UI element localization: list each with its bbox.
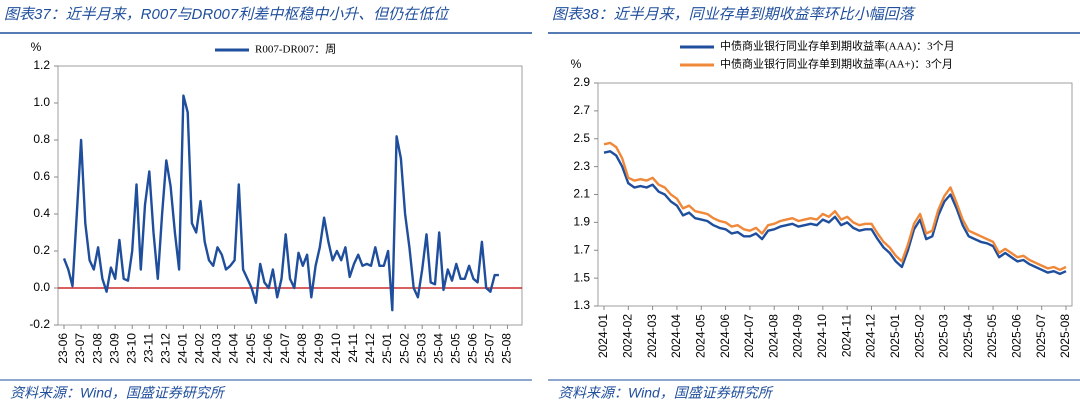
x-tick-label: 24-01: [176, 333, 190, 364]
y-tick-label: 1.5: [573, 270, 590, 284]
x-tick-label: 2025-05: [985, 314, 999, 358]
y-tick-label: 2.3: [573, 159, 590, 173]
x-tick-label: 24-06: [261, 333, 275, 364]
y-axis-label: %: [31, 40, 42, 54]
x-tick-label: 2025-08: [1058, 314, 1072, 358]
x-tick-label: 2024-01: [596, 314, 610, 358]
y-tick-label: 2.7: [573, 103, 590, 117]
x-tick-label: 2024-02: [620, 314, 634, 358]
x-tick-label: 23-12: [159, 333, 173, 364]
x-tick-label: 23-10: [124, 333, 138, 364]
x-tick-label: 25-04: [431, 333, 445, 364]
x-tick-label: 2025-06: [1010, 314, 1024, 358]
y-tick-label: 2.1: [573, 187, 590, 201]
x-tick-label: 23-08: [90, 333, 104, 364]
x-tick-label: 24-05: [244, 333, 258, 364]
plot-frame: [57, 65, 523, 326]
x-tick-label: 25-07: [483, 333, 497, 364]
y-tick-label: 0.0: [33, 280, 50, 294]
x-tick-label: 2024-08: [766, 314, 780, 358]
y-tick-label: 0.8: [33, 132, 50, 146]
x-tick-label: 24-07: [278, 333, 292, 364]
y-tick-label: -0.2: [29, 317, 50, 331]
series-line: [603, 141, 1067, 271]
source-note: 资料来源：Wind，国盛证券研究所: [10, 385, 226, 401]
x-tick-label: 25-05: [448, 333, 462, 364]
x-tick-label: 2025-01: [888, 314, 902, 358]
y-tick-label: 2.5: [573, 131, 590, 145]
legend-label: 中债商业银行同业存单到期收益率(AA+)：3个月: [720, 57, 953, 71]
x-tick-label: 2024-09: [791, 314, 805, 358]
x-tick-label: 25-03: [414, 333, 428, 364]
x-tick-label: 2024-04: [669, 314, 683, 358]
y-tick-label: 1.3: [573, 298, 590, 312]
x-tick-label: 2024-12: [864, 314, 878, 358]
series-line: [62, 94, 499, 312]
x-tick-label: 23-07: [73, 333, 87, 364]
x-tick-label: 24-12: [363, 333, 377, 364]
x-tick-label: 24-03: [210, 333, 224, 364]
x-tick-label: 2024-05: [693, 314, 707, 358]
x-tick-label: 24-02: [193, 333, 207, 364]
x-tick-label: 2024-10: [815, 314, 829, 358]
x-tick-label: 25-02: [397, 333, 411, 364]
x-tick-label: 2025-07: [1034, 314, 1048, 358]
chart-title: 图表37：近半月来，R007与DR007利差中枢稳中小升、但仍在低位: [4, 6, 450, 23]
x-tick-label: 25-06: [466, 333, 480, 364]
x-tick-label: 23-06: [56, 333, 70, 364]
source-note: 资料来源：Wind，国盛证券研究所: [558, 385, 774, 401]
x-tick-label: 23-11: [141, 333, 155, 363]
x-tick-label: 25-08: [500, 333, 514, 364]
x-tick-label: 2024-03: [645, 314, 659, 358]
legend-label: 中债商业银行同业存单到期收益率(AAA)：3个月: [720, 39, 955, 53]
x-tick-label: 24-10: [329, 333, 343, 364]
x-tick-label: 23-09: [107, 333, 121, 364]
y-tick-label: 1.7: [573, 242, 590, 256]
series-line: [603, 150, 1067, 276]
x-tick-label: 25-01: [380, 333, 394, 364]
y-tick-label: 1.2: [33, 58, 50, 72]
x-tick-label: 2025-04: [961, 314, 975, 358]
y-tick-label: 1.0: [33, 95, 50, 109]
x-tick-label: 24-09: [312, 333, 326, 364]
x-tick-label: 2025-02: [912, 314, 926, 358]
legend-label: R007-DR007：周: [255, 43, 336, 56]
plot-frame: [597, 82, 1073, 307]
y-axis-label: %: [571, 57, 582, 71]
x-tick-label: 2025-03: [937, 314, 951, 358]
y-tick-label: 0.6: [33, 169, 50, 183]
x-tick-label: 24-11: [346, 333, 360, 363]
x-tick-label: 2024-06: [718, 314, 732, 358]
chart-title: 图表38：近半月来，同业存单到期收益率环比小幅回落: [552, 6, 916, 23]
x-tick-label: 24-08: [295, 333, 309, 364]
y-tick-label: 0.4: [33, 206, 50, 220]
x-tick-label: 2024-11: [839, 314, 853, 357]
y-tick-label: 1.9: [573, 215, 590, 229]
y-tick-label: 2.9: [573, 75, 590, 89]
x-tick-label: 24-04: [227, 333, 241, 364]
y-tick-label: 0.2: [33, 243, 50, 257]
x-tick-label: 2024-07: [742, 314, 756, 358]
